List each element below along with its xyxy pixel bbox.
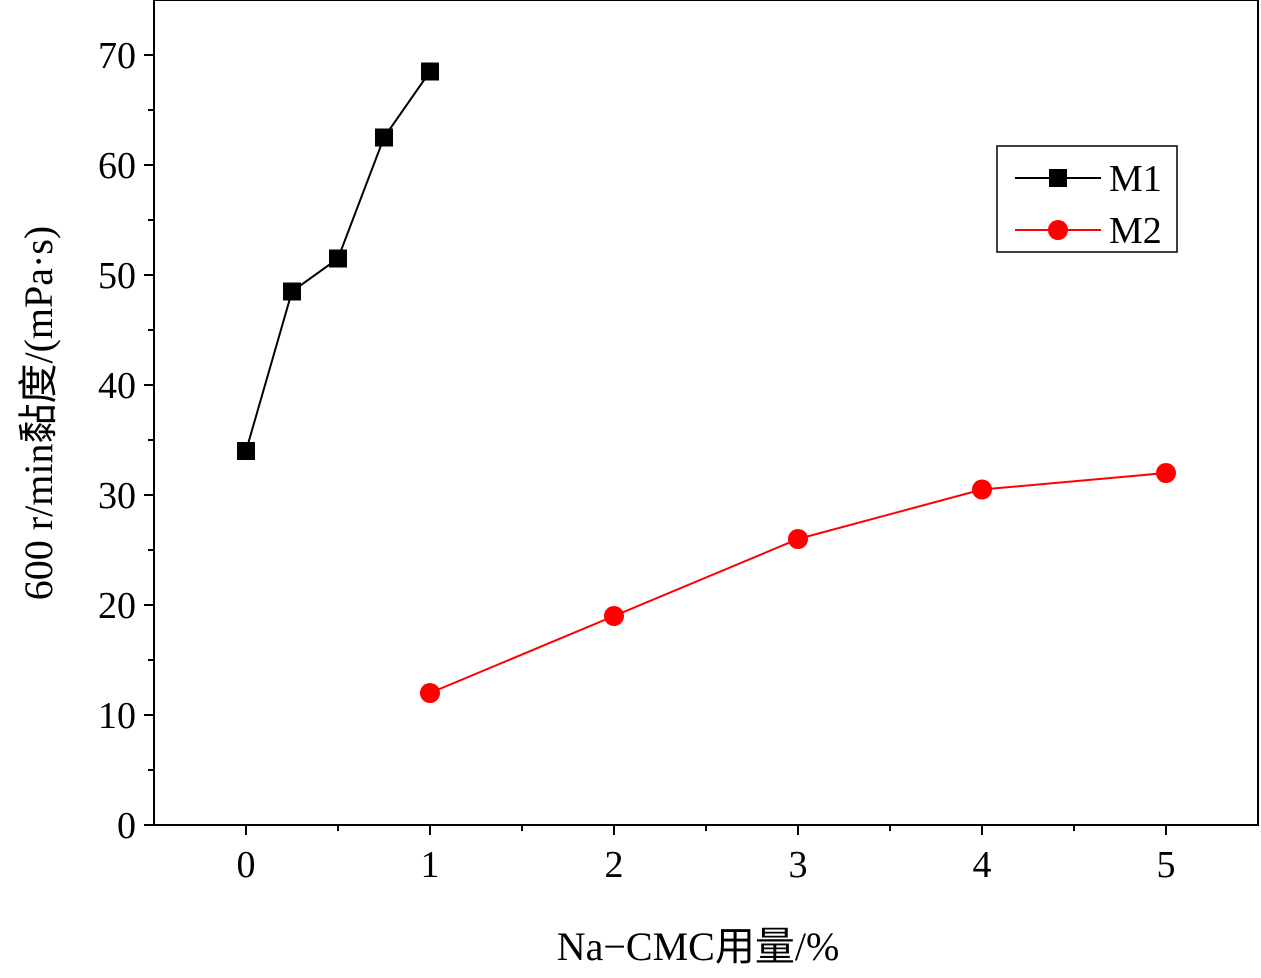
legend-marker-m2 [1048,220,1068,240]
data-point-m2 [420,683,440,703]
data-point-m1 [421,62,439,81]
plot-frame [153,0,1259,826]
data-point-m1 [329,249,347,268]
legend-label-m1: M1 [1109,158,1162,200]
y-tick-label: 40 [98,365,136,407]
x-tick-label: 4 [973,844,992,886]
data-point-m2 [972,479,992,500]
data-point-m2 [788,529,808,549]
x-axis-title: Na−CMC用量/% [557,924,840,969]
x-tick-label: 0 [237,844,256,886]
legend: M1 M2 [996,145,1178,253]
x-tick-label: 1 [421,844,440,886]
y-tick-label: 20 [98,585,136,627]
y-tick-label: 70 [98,35,136,77]
legend-box [996,145,1178,253]
data-point-m1 [237,442,255,460]
y-tick-label: 10 [98,695,136,737]
y-axis-title: 600 r/min黏度/(mPa·s) [16,226,61,600]
data-point-m2 [1156,463,1176,483]
y-tick-label: 0 [117,805,136,847]
legend-marker-m1 [1049,169,1067,187]
y-tick-label: 50 [98,255,136,297]
y-axis-ticks: 0 10 20 30 40 50 60 70 [98,35,154,847]
series-line-m2 [429,472,1167,694]
x-tick-label: 5 [1157,844,1176,886]
legend-label-m2: M2 [1109,210,1162,252]
x-tick-label: 2 [605,844,624,886]
y-tick-label: 60 [98,145,136,187]
data-point-m2 [604,606,624,626]
x-axis-ticks: 0 1 2 3 4 5 [237,825,1176,886]
x-tick-label: 3 [789,844,808,886]
data-point-m1 [375,128,393,147]
series-layer [237,62,1176,703]
data-point-m1 [283,282,301,301]
y-tick-label: 30 [98,475,136,517]
